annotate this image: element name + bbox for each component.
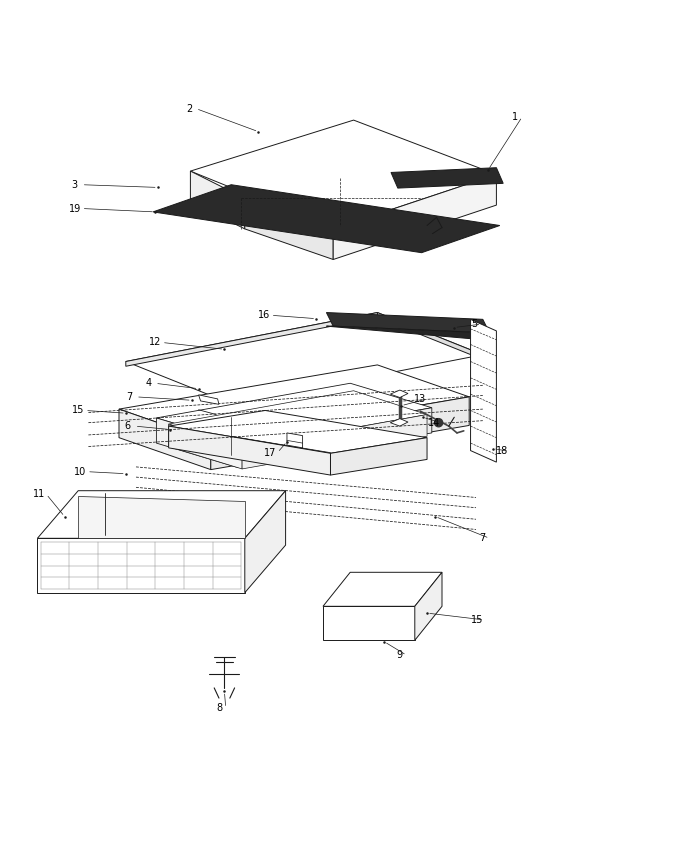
Polygon shape: [126, 313, 483, 404]
Text: 19: 19: [69, 204, 81, 214]
Polygon shape: [323, 606, 415, 640]
Polygon shape: [126, 313, 377, 366]
Polygon shape: [326, 313, 490, 333]
Text: 15: 15: [72, 405, 84, 416]
Polygon shape: [415, 572, 442, 640]
Polygon shape: [323, 572, 442, 606]
Polygon shape: [471, 320, 496, 462]
Text: 2: 2: [186, 104, 192, 113]
Text: 9: 9: [396, 650, 403, 661]
Polygon shape: [156, 383, 432, 442]
Polygon shape: [169, 391, 427, 448]
Polygon shape: [333, 174, 496, 259]
Polygon shape: [169, 424, 242, 469]
Text: 18: 18: [496, 447, 508, 456]
Circle shape: [435, 418, 443, 427]
Text: 5: 5: [471, 319, 478, 329]
Text: 13: 13: [414, 394, 426, 404]
Polygon shape: [37, 539, 245, 593]
Polygon shape: [377, 313, 483, 359]
Polygon shape: [119, 365, 469, 441]
Text: 16: 16: [258, 310, 270, 320]
Text: 17: 17: [265, 448, 277, 458]
Polygon shape: [199, 395, 219, 405]
Text: 3: 3: [71, 180, 78, 190]
Polygon shape: [245, 490, 286, 593]
Text: 7: 7: [479, 533, 486, 543]
Text: 11: 11: [33, 489, 46, 499]
Polygon shape: [330, 437, 427, 475]
Text: 14: 14: [428, 417, 440, 428]
Polygon shape: [169, 426, 330, 475]
Polygon shape: [390, 390, 408, 398]
Text: 4: 4: [145, 378, 152, 388]
Polygon shape: [238, 408, 432, 467]
Polygon shape: [390, 418, 408, 426]
Polygon shape: [78, 497, 245, 539]
Polygon shape: [37, 490, 286, 539]
Text: 7: 7: [126, 392, 133, 402]
Polygon shape: [119, 409, 211, 470]
Text: 12: 12: [149, 338, 161, 347]
Text: 1: 1: [512, 112, 519, 122]
Polygon shape: [242, 415, 427, 469]
Text: 15: 15: [471, 615, 483, 624]
Text: 8: 8: [216, 704, 222, 713]
Polygon shape: [287, 433, 303, 448]
Polygon shape: [190, 120, 496, 228]
Polygon shape: [190, 171, 245, 228]
Polygon shape: [169, 411, 427, 454]
Polygon shape: [153, 185, 500, 253]
Polygon shape: [245, 198, 333, 259]
Polygon shape: [326, 326, 490, 340]
Text: 6: 6: [124, 421, 131, 431]
Text: 10: 10: [74, 466, 86, 477]
Polygon shape: [156, 418, 238, 467]
Polygon shape: [211, 397, 469, 470]
Polygon shape: [391, 168, 503, 188]
